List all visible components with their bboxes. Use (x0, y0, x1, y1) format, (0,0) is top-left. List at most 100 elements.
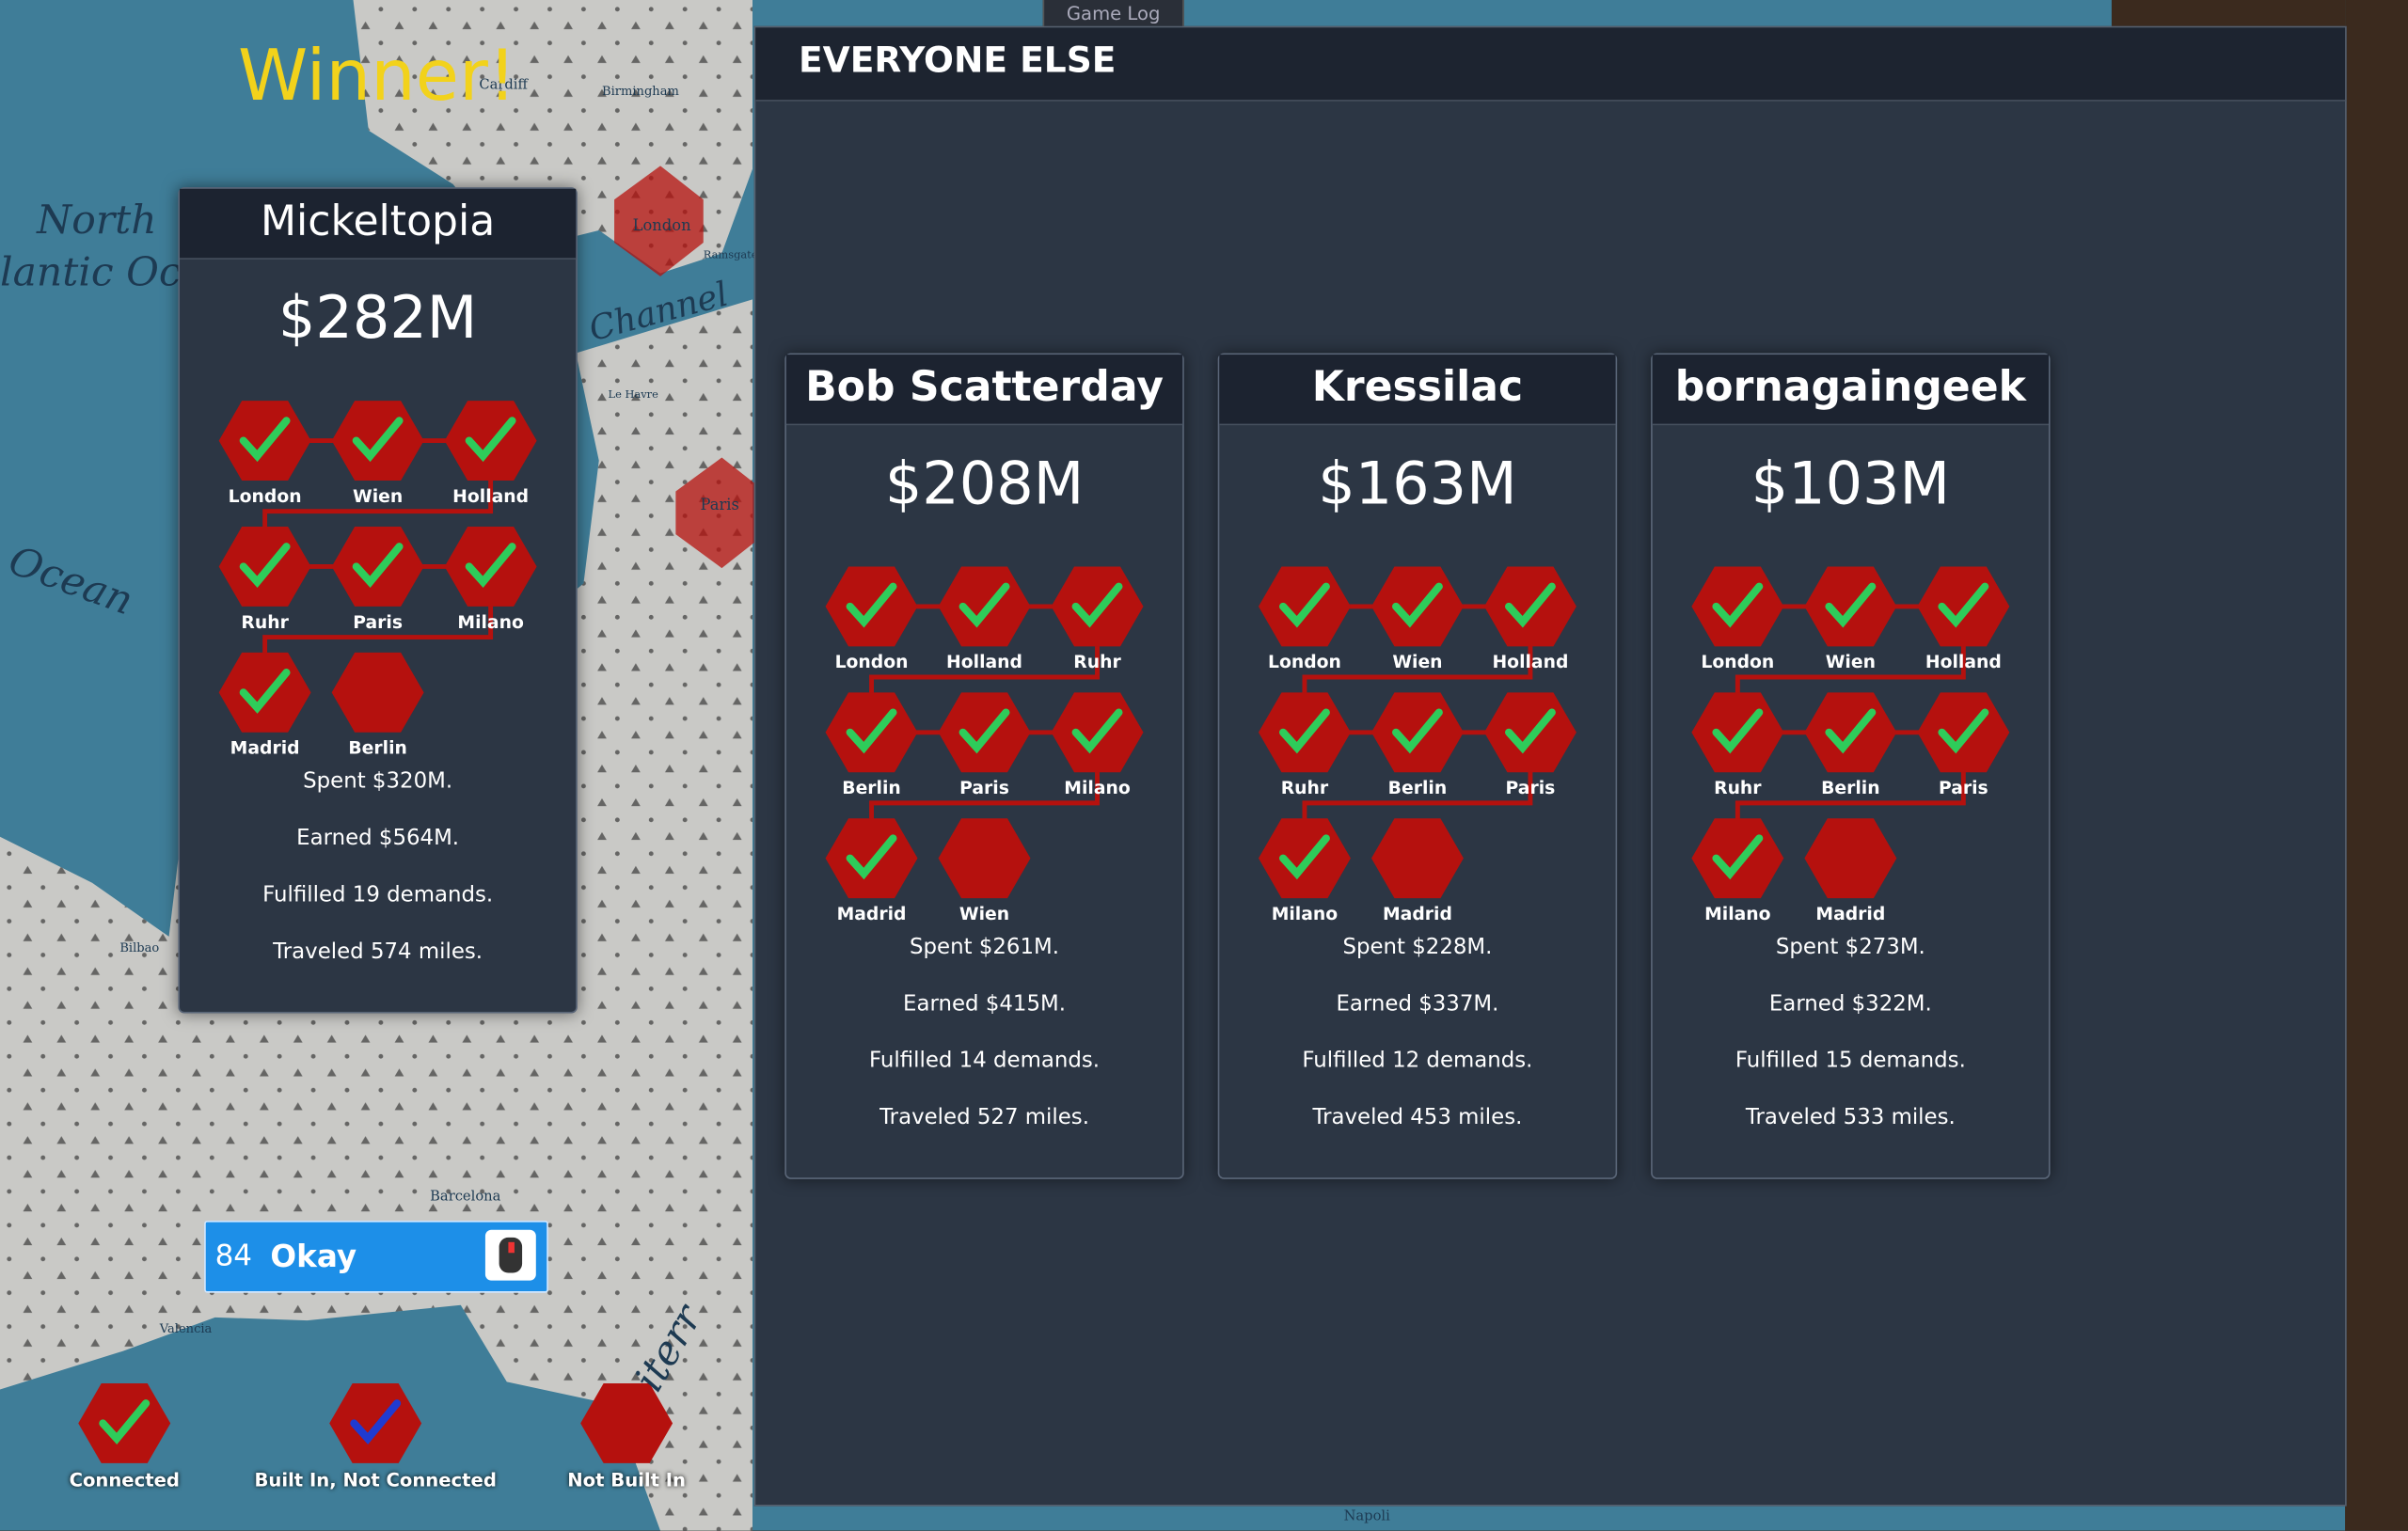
city-grid: London Holland Ruhr Berlin Paris Milano Madrid… (825, 566, 1144, 924)
winner-label: Winner! (238, 33, 516, 118)
city-name: Ruhr (241, 613, 289, 633)
city-name: Paris (1939, 779, 1988, 798)
check-mark (1071, 582, 1123, 628)
check-mark (1392, 708, 1443, 754)
check-mark (1504, 582, 1556, 628)
city-hex (444, 401, 537, 481)
city-name: Milano (1704, 905, 1771, 924)
check-mark (465, 417, 516, 463)
city-hex (1691, 692, 1784, 773)
city-name: Madrid (1815, 905, 1885, 924)
player-stat: Earned $415M. (903, 991, 1066, 1017)
city-name: Ruhr (1073, 653, 1121, 672)
city-hex (1917, 566, 2010, 647)
city-name: Ruhr (1714, 779, 1762, 798)
city-name: London (1701, 653, 1774, 672)
check-mark (846, 582, 897, 628)
player-money: $282M (277, 284, 478, 352)
city-name: London (229, 487, 302, 507)
city-hex (825, 818, 918, 899)
check-mark (1504, 708, 1556, 754)
city-hex (1917, 692, 2010, 773)
city-name: Milano (1064, 779, 1131, 798)
check-mark (1938, 708, 1989, 754)
map-label: Birmingham (602, 85, 679, 99)
player-stat: Spent $273M. (1775, 935, 1925, 960)
city-hex (1051, 566, 1144, 647)
check-mark (239, 669, 291, 714)
check-mark (1712, 834, 1764, 880)
city-hex (1804, 566, 1897, 647)
map-label: Cardiff (479, 77, 529, 93)
check-mark (1071, 708, 1123, 754)
check-mark (846, 834, 897, 880)
check-mark (350, 1399, 402, 1445)
game-log-tab[interactable]: Game Log (1042, 0, 1184, 30)
map-label: lantic Oc (0, 250, 182, 296)
city-name: Ruhr (1281, 779, 1329, 798)
city-hex (1258, 818, 1351, 899)
player-name: Kressilac (1219, 355, 1616, 426)
map-label: London (633, 216, 691, 234)
player-card: bornagaingeek $103M London Wien Holland Ruhr B… (1651, 353, 2051, 1179)
map-label: Paris (700, 496, 738, 513)
check-mark (1712, 708, 1764, 754)
map-label: Valencia (159, 1322, 213, 1336)
player-stat: Traveled 453 miles. (1312, 1105, 1523, 1130)
city-name: Wien (959, 905, 1009, 924)
check-mark (958, 708, 1010, 754)
legend-label: Not Built In (567, 1469, 687, 1492)
city-hex (1804, 818, 1897, 899)
check-mark (1938, 582, 1989, 628)
player-stat: Earned $337M. (1336, 991, 1499, 1017)
city-hex (938, 692, 1031, 773)
city-hex (1483, 692, 1576, 773)
player-stat: Fulfilled 14 demands. (869, 1049, 1101, 1074)
player-stat: Fulfilled 19 demands. (262, 882, 494, 908)
city-name: Holland (452, 487, 529, 507)
city-grid: London Wien Holland Ruhr Berlin Paris Milano Ma… (1258, 566, 1576, 924)
city-name: Paris (1506, 779, 1556, 798)
city-hex (218, 401, 311, 481)
player-card: Mickeltopia $282M London Wien Holland Ruhr Par… (178, 187, 578, 1014)
player-stat: Traveled 533 miles. (1745, 1105, 1956, 1130)
panel-title: EVERYONE ELSE (798, 41, 1117, 82)
city-name: Holland (946, 653, 1022, 672)
city-hex (1483, 566, 1576, 647)
map-label: Bilbao (119, 941, 159, 955)
timer-count: 84 (214, 1239, 253, 1273)
button-label: Okay (270, 1237, 357, 1275)
city-hex (825, 692, 918, 773)
map-label: Le Havre (609, 387, 659, 401)
legend (78, 1383, 673, 1463)
city-name: Wien (1392, 653, 1442, 672)
map-label: Barcelona (430, 1189, 500, 1205)
player-stat: Fulfilled 15 demands. (1735, 1049, 1966, 1074)
check-mark (1825, 708, 1877, 754)
player-stat: Traveled 527 miles. (879, 1105, 1089, 1130)
okay-button[interactable]: 84 Okay (204, 1220, 548, 1293)
city-name: Paris (959, 779, 1009, 798)
check-mark (99, 1399, 150, 1445)
city-hex (218, 527, 311, 607)
city-grid: London Wien Holland Ruhr Paris Milano Madrid Be… (218, 401, 537, 759)
city-name: Milano (1272, 905, 1339, 924)
city-name: Madrid (230, 739, 300, 759)
check-mark (1712, 582, 1764, 628)
city-hex (1691, 566, 1784, 647)
city-hex (938, 818, 1031, 899)
city-hex (1370, 692, 1464, 773)
mouse-icon (484, 1229, 536, 1281)
city-name: London (835, 653, 909, 672)
city-name: Paris (353, 613, 403, 633)
map-label: North (36, 197, 156, 244)
legend-label: Connected (69, 1469, 180, 1492)
check-mark (239, 417, 291, 463)
city-hex (1258, 566, 1351, 647)
check-mark (1279, 708, 1330, 754)
city-name: Wien (1826, 653, 1876, 672)
city-name: Madrid (837, 905, 907, 924)
check-mark (1392, 582, 1443, 628)
player-stat: Spent $228M. (1342, 935, 1493, 960)
